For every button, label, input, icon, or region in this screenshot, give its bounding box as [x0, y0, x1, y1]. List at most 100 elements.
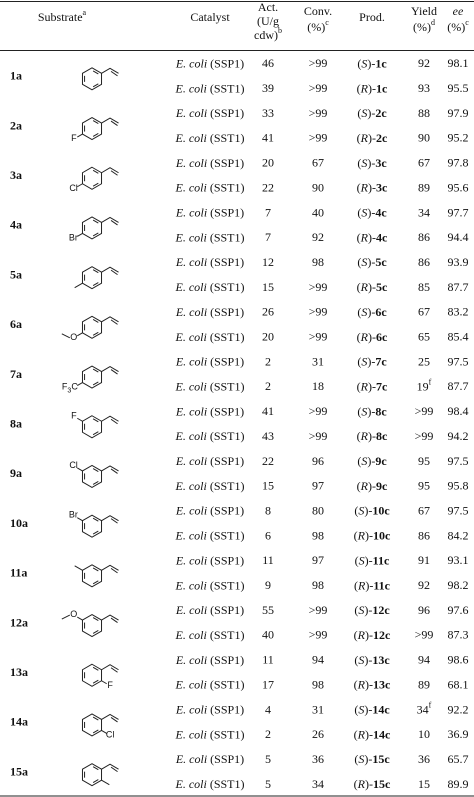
- text-part: R: [360, 81, 369, 95]
- conv-value: >99: [309, 81, 328, 95]
- text-part: )-: [364, 702, 372, 716]
- text-part: (: [357, 56, 361, 70]
- catalyst: E. coli (SST1): [175, 479, 245, 493]
- substituent: O: [70, 609, 77, 619]
- ee-value: 97.7: [448, 205, 469, 219]
- substituent: F: [71, 411, 77, 421]
- act-value: 20: [262, 330, 274, 344]
- act-value: 2: [265, 354, 271, 368]
- yield-value: >99: [415, 404, 434, 418]
- ee-value: 36.9: [448, 727, 469, 741]
- act-value: 5: [265, 777, 271, 791]
- header-text: Substrate: [38, 10, 83, 24]
- substrate-id: 5a: [10, 267, 22, 281]
- vinyl-double: [110, 418, 118, 425]
- catalyst: E. coli (SSP1): [175, 106, 244, 120]
- ee-value: 85.4: [448, 330, 469, 344]
- text-part: (SSP1): [207, 305, 244, 319]
- conv-value: >99: [309, 131, 328, 145]
- text-part: 4c: [375, 205, 387, 219]
- substituent-bond: [77, 133, 83, 138]
- text-part: 14c: [372, 702, 390, 716]
- double-bond: [92, 431, 99, 436]
- conv-value: 97: [312, 553, 324, 567]
- ee-value: 68.1: [448, 677, 469, 691]
- act-value: 4: [265, 702, 271, 716]
- double-bond: [92, 468, 99, 472]
- text-part: )-: [365, 777, 373, 791]
- product: (S)-11c: [355, 553, 390, 567]
- header-text: (U/g: [257, 14, 279, 28]
- substrate-id: 7a: [10, 367, 22, 381]
- yield-value: 95: [418, 479, 430, 493]
- vinyl-double: [110, 567, 118, 574]
- text-part: 3: [67, 388, 71, 395]
- text-part: E. coli: [175, 305, 207, 319]
- text-part: )-: [365, 578, 373, 592]
- text-part: )-: [367, 255, 375, 269]
- yield-value: 85: [418, 280, 430, 294]
- substrate-id: 1a: [10, 69, 22, 83]
- yield-value: 15: [418, 777, 430, 791]
- benzene-ring: [81, 365, 103, 389]
- header-note: d: [431, 18, 435, 27]
- vinyl-double: [110, 468, 118, 474]
- catalyst: E. coli (SST1): [175, 777, 245, 791]
- double-bond: [92, 617, 99, 622]
- double-bond: [92, 418, 99, 423]
- act-value: 55: [262, 603, 274, 617]
- product: (R)-10c: [354, 528, 391, 542]
- text-part: )-: [364, 603, 372, 617]
- yield-value: 67: [418, 305, 430, 319]
- text-part: 2c: [376, 131, 388, 145]
- product: (S)-9c: [357, 454, 387, 468]
- double-bond: [92, 318, 99, 323]
- substituent-bond: [77, 616, 83, 621]
- double-bond: [92, 580, 99, 585]
- text-part: S: [359, 553, 365, 567]
- product: (S)-10c: [354, 503, 390, 517]
- act-value: 15: [262, 280, 274, 294]
- text-part: E. coli: [175, 81, 207, 95]
- text-part: O: [70, 332, 77, 342]
- text-part: (SST1): [207, 628, 245, 642]
- catalyst: E. coli (SST1): [175, 727, 245, 741]
- double-bond: [92, 120, 99, 125]
- text-part: (: [354, 503, 358, 517]
- substrate-id: 2a: [10, 118, 22, 132]
- header-label: Substratea: [38, 8, 87, 23]
- benzene-ring: [81, 67, 103, 91]
- text-part: (: [357, 404, 361, 418]
- double-bond: [92, 269, 99, 274]
- catalyst: E. coli (SSP1): [175, 752, 244, 766]
- conv-value: 80: [312, 503, 324, 517]
- text-part: (: [354, 677, 358, 691]
- text-part: (: [357, 429, 361, 443]
- conv-value: 98: [312, 255, 324, 269]
- text-part: 8c: [375, 404, 387, 418]
- text-part: F: [62, 382, 68, 392]
- act-value: 12: [262, 255, 274, 269]
- text-part: E. coli: [175, 653, 207, 667]
- vinyl: [101, 365, 119, 372]
- vinyl-double: [110, 667, 118, 673]
- text-part: S: [361, 56, 367, 70]
- act-value: 22: [262, 454, 274, 468]
- ee-value: 97.8: [448, 156, 469, 170]
- text-part: (: [357, 379, 361, 393]
- vinyl: [101, 515, 119, 522]
- text-part: 9c: [376, 479, 388, 493]
- text-part: R: [360, 330, 369, 344]
- text-part: 15c: [372, 752, 390, 766]
- product: (S)-5c: [357, 255, 387, 269]
- catalyst: E. coli (SST1): [175, 81, 245, 95]
- ee-value: 89.9: [448, 777, 469, 791]
- text-part: E. coli: [175, 280, 207, 294]
- yield-note: f: [429, 378, 432, 387]
- product: (S)-15c: [354, 752, 390, 766]
- conv-value: >99: [309, 280, 328, 294]
- conv-value: >99: [309, 628, 328, 642]
- text-part: )-: [365, 628, 373, 642]
- text-part: (: [357, 354, 361, 368]
- text-part: E. coli: [175, 727, 207, 741]
